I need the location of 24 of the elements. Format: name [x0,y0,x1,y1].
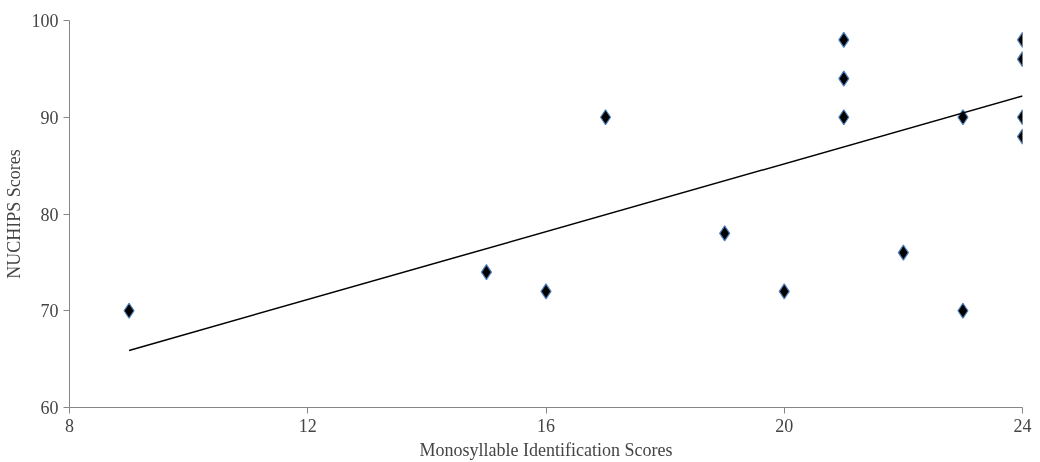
x-tick-label: 12 [298,415,317,436]
point [838,31,850,48]
point [599,109,612,126]
y-tick-label: 60 [40,398,59,418]
point [957,302,969,319]
point [957,109,969,126]
point [778,283,790,300]
x-tick-label: 16 [537,415,555,436]
point [540,283,552,300]
y-tick-label: 80 [40,204,59,225]
point [719,225,731,242]
point [480,263,493,281]
x-axis-title: Monosyllable Identification Scores [419,439,673,460]
x-tick-label: 8 [65,415,74,436]
point [838,109,850,126]
point [123,302,135,319]
x-tick-label: 24 [1013,415,1032,436]
y-tick-label: 100 [31,11,59,31]
y-axis-title: NUCHIPS Scores [3,149,24,279]
x-tick-label: 20 [775,415,794,436]
y-tick-label: 90 [40,107,59,128]
point [897,244,909,261]
y-tick-label: 70 [40,301,59,322]
point [838,70,850,87]
